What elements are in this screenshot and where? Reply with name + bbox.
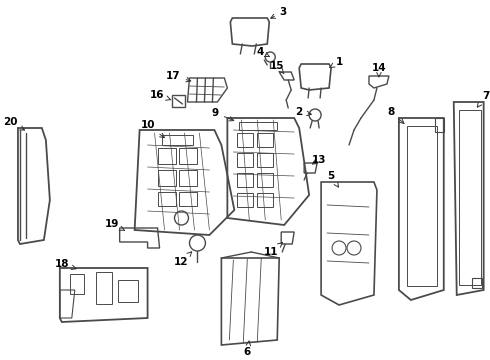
Bar <box>179 170 197 186</box>
Bar <box>158 170 175 186</box>
Text: 6: 6 <box>244 341 251 357</box>
Bar <box>257 133 273 147</box>
Bar <box>96 272 112 304</box>
Bar <box>70 274 84 294</box>
Bar <box>179 192 197 206</box>
Bar <box>237 193 253 207</box>
Text: 15: 15 <box>270 61 285 74</box>
Text: 13: 13 <box>312 155 326 165</box>
Bar <box>162 135 194 145</box>
Text: 11: 11 <box>264 242 283 257</box>
Text: 9: 9 <box>212 108 234 121</box>
Bar <box>472 278 482 288</box>
Bar <box>407 126 437 286</box>
Bar <box>237 133 253 147</box>
Text: 7: 7 <box>477 91 490 107</box>
Text: 10: 10 <box>140 120 165 138</box>
Text: 16: 16 <box>150 90 171 100</box>
Bar <box>158 148 175 164</box>
Bar <box>118 280 138 302</box>
Text: 5: 5 <box>327 171 339 187</box>
Text: 12: 12 <box>174 252 192 267</box>
Bar <box>257 153 273 167</box>
Text: 1: 1 <box>330 57 343 68</box>
Text: 18: 18 <box>54 259 76 270</box>
Text: 8: 8 <box>387 107 404 123</box>
Text: 20: 20 <box>3 117 25 130</box>
Text: 19: 19 <box>104 219 124 230</box>
Bar <box>459 110 481 285</box>
Text: 2: 2 <box>295 107 311 117</box>
Bar <box>172 95 186 107</box>
Bar <box>158 192 175 206</box>
Text: 17: 17 <box>166 71 191 82</box>
Bar <box>257 173 273 187</box>
Bar <box>237 173 253 187</box>
Bar <box>237 153 253 167</box>
Bar <box>435 118 444 132</box>
Bar <box>179 148 197 164</box>
Bar <box>239 122 277 130</box>
Text: 14: 14 <box>371 63 386 77</box>
Bar <box>257 193 273 207</box>
Text: 3: 3 <box>270 7 287 18</box>
Text: 4: 4 <box>257 47 270 57</box>
